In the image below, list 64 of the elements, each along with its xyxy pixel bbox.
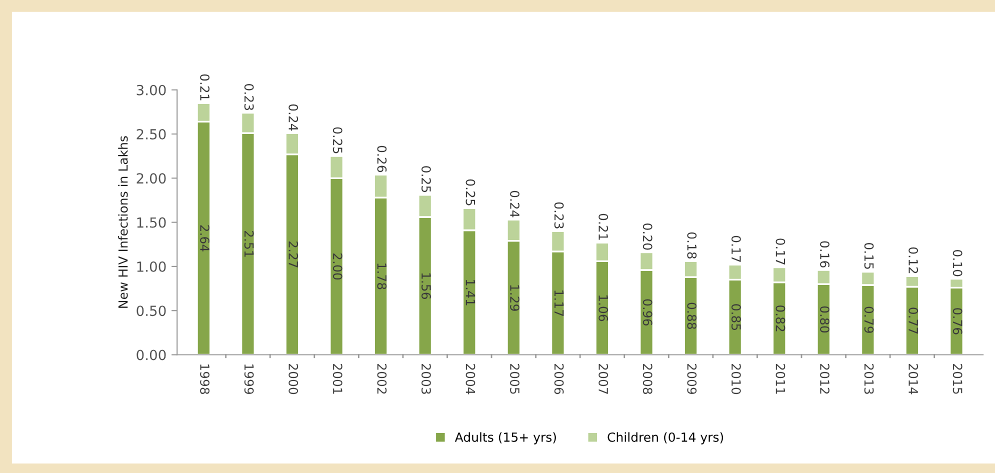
data-label: 0.15 — [864, 242, 874, 269]
data-label: 0.82 — [776, 305, 786, 332]
data-label: 0.21 — [598, 214, 608, 240]
data-label: 0.18 — [687, 232, 697, 259]
x-tick-label: 2000 — [288, 364, 298, 394]
data-label: 2.00 — [332, 253, 342, 280]
data-label: 0.80 — [820, 306, 830, 333]
data-label: 0.24 — [510, 190, 520, 218]
data-label: 2.51 — [244, 230, 254, 257]
data-label: 0.17 — [776, 238, 786, 265]
data-label: 0.21 — [200, 74, 210, 100]
x-tick-label: 2013 — [864, 364, 874, 394]
data-label: 1.56 — [421, 273, 431, 300]
data-label: 0.76 — [952, 308, 962, 334]
data-label: 2.27 — [288, 242, 298, 268]
legend-label: Adults (15+ yrs) — [454, 432, 556, 444]
x-tick-label: 1998 — [200, 364, 210, 394]
x-tick-label: 2003 — [421, 364, 431, 394]
data-label: 0.25 — [332, 127, 342, 154]
data-label: 0.85 — [731, 304, 741, 330]
y-axis-title: New HIV Infections in Lakhs — [118, 136, 128, 308]
data-label: 0.10 — [952, 250, 962, 276]
y-tick-label: 1.50 — [137, 217, 166, 228]
y-tick-label: 0.50 — [136, 306, 166, 316]
x-tick-label: 2002 — [377, 364, 387, 394]
x-tick-label: 2008 — [642, 364, 652, 394]
x-tick-label: 2010 — [731, 364, 741, 394]
legend-label: Children (0-14 yrs) — [608, 432, 724, 444]
data-label: 1.06 — [598, 295, 608, 322]
x-tick-label: 1999 — [244, 364, 254, 394]
x-tick-label: 2009 — [687, 364, 697, 394]
y-tick-label: 1.00 — [137, 261, 166, 272]
x-tick-label: 2014 — [908, 364, 918, 394]
x-tick-label: 2015 — [952, 364, 962, 394]
data-label: 0.96 — [642, 299, 652, 326]
data-label: 0.77 — [908, 308, 918, 334]
y-tick-label: 2.50 — [136, 128, 166, 140]
x-tick-label: 2005 — [510, 364, 520, 394]
data-label: 0.23 — [244, 84, 254, 110]
data-label: 0.24 — [288, 104, 298, 131]
data-label: 0.20 — [642, 224, 652, 250]
y-tick-label: 2.00 — [136, 173, 166, 184]
y-tick-label: 0.00 — [136, 350, 166, 360]
data-label: 0.88 — [687, 302, 697, 329]
data-label: 2.64 — [200, 225, 210, 252]
y-tick-label: 3.00 — [136, 84, 166, 96]
data-label: 0.23 — [554, 202, 564, 228]
x-tick-label: 2012 — [820, 364, 830, 394]
data-label: 0.12 — [908, 247, 918, 274]
x-tick-label: 2001 — [332, 364, 342, 394]
data-label: 0.25 — [466, 179, 476, 206]
x-tick-label: 2004 — [466, 364, 476, 394]
data-label: 0.16 — [820, 241, 830, 268]
data-label: 0.26 — [377, 146, 387, 172]
data-label: 0.17 — [731, 236, 741, 262]
data-label: 1.78 — [377, 264, 387, 290]
data-label: 1.17 — [554, 290, 564, 316]
x-tick-label: 2006 — [554, 364, 564, 394]
data-label: 1.41 — [466, 280, 476, 306]
data-label: 0.25 — [421, 166, 431, 192]
x-tick-label: 2007 — [598, 364, 608, 394]
data-label: 1.29 — [510, 285, 520, 311]
data-label: 0.79 — [864, 306, 874, 333]
x-tick-label: 2011 — [776, 364, 786, 394]
